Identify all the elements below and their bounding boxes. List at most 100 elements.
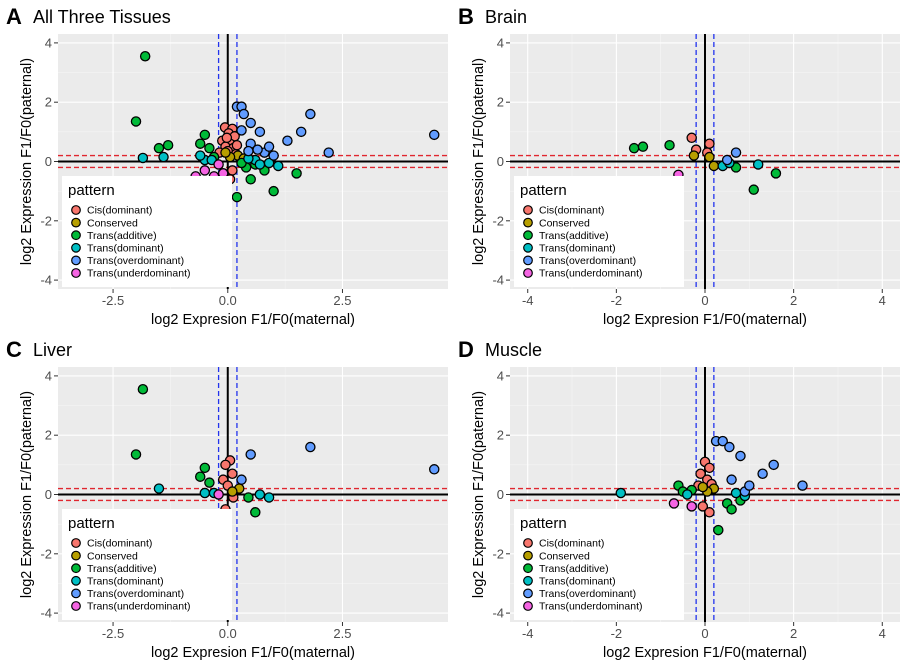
data-point xyxy=(158,151,169,163)
x-tick-label: 2 xyxy=(790,293,797,308)
data-point xyxy=(139,50,151,62)
data-point xyxy=(268,150,279,161)
data-point xyxy=(245,449,256,460)
data-point xyxy=(199,487,211,499)
y-tick-label: -4 xyxy=(492,273,504,288)
data-point xyxy=(704,462,715,474)
data-point xyxy=(704,507,715,518)
data-point xyxy=(797,480,808,491)
legend-entry: Cis(dominant) xyxy=(523,538,604,550)
data-point xyxy=(227,468,238,479)
y-tick-label: 0 xyxy=(45,487,52,502)
legend-swatch xyxy=(523,268,533,278)
panel-letter: A xyxy=(6,4,22,29)
legend-label: Trans(overdominant) xyxy=(539,588,636,600)
data-point xyxy=(323,147,334,158)
data-point xyxy=(724,441,735,453)
data-point xyxy=(305,441,316,453)
legend-background xyxy=(514,176,684,287)
legend-entry: Trans(dominant) xyxy=(71,576,164,588)
legend-entry: Conserved xyxy=(71,217,138,229)
data-point xyxy=(213,159,224,170)
y-tick-label: 4 xyxy=(497,368,504,383)
data-point xyxy=(250,507,261,518)
x-axis-title: log2 Expresion F1/F0(maternal) xyxy=(603,645,807,661)
data-point xyxy=(735,450,746,462)
x-tick-label: -2 xyxy=(611,293,623,308)
data-point xyxy=(730,147,742,158)
y-tick-label: -2 xyxy=(492,546,504,561)
data-point xyxy=(282,135,293,146)
data-point xyxy=(213,489,224,500)
data-points xyxy=(130,383,440,518)
x-tick-label: 0.0 xyxy=(219,293,237,308)
x-tick-label: 4 xyxy=(879,293,886,308)
data-point xyxy=(199,462,211,474)
legend-entry: Trans(additive) xyxy=(523,563,609,575)
legend-label: Trans(underdominant) xyxy=(539,601,643,613)
legend: pattern Cis(dominant)ConservedTrans(addit… xyxy=(62,509,232,620)
legend-label: Cis(dominant) xyxy=(539,205,604,217)
data-point xyxy=(615,487,627,499)
y-tick-label: 0 xyxy=(497,487,504,502)
panel-b: -4 -2 0 2 4 -4 -2 0 2 4 log2 Expresion F1/F0(mater… xyxy=(458,4,900,328)
data-point xyxy=(704,151,715,163)
legend-label: Trans(dominant) xyxy=(539,576,616,588)
data-point xyxy=(245,174,256,185)
legend-swatch xyxy=(523,255,533,266)
legend-label: Trans(overdominant) xyxy=(87,255,184,267)
legend-label: Cis(dominant) xyxy=(87,538,152,550)
legend-entry: Trans(overdominant) xyxy=(71,255,184,267)
data-point xyxy=(221,132,233,144)
x-tick-label: 4 xyxy=(879,626,886,641)
data-point xyxy=(695,468,706,479)
panel-letter: D xyxy=(458,337,474,362)
y-axis-title: log2 Expression F1/F0(paternal) xyxy=(19,58,35,265)
legend-entry: Trans(overdominant) xyxy=(523,588,636,600)
data-point xyxy=(130,116,142,127)
data-point xyxy=(153,142,165,154)
legend-swatch xyxy=(71,205,81,215)
legend-entry: Trans(additive) xyxy=(71,563,157,575)
data-point xyxy=(254,159,266,170)
data-point xyxy=(199,129,211,141)
y-tick-label: 2 xyxy=(45,95,52,110)
legend-entry: Cis(dominant) xyxy=(71,205,152,217)
data-point xyxy=(428,464,440,475)
data-point xyxy=(757,468,768,479)
data-point xyxy=(231,191,243,203)
legend-entry: Trans(overdominant) xyxy=(523,255,636,267)
y-axis-title: log2 Expression F1/F0(paternal) xyxy=(471,391,487,598)
data-point xyxy=(263,141,275,152)
y-tick-label: 2 xyxy=(497,95,504,110)
legend-entry: Trans(underdominant) xyxy=(71,601,191,613)
legend: pattern Cis(dominant)ConservedTrans(addit… xyxy=(514,176,684,287)
legend-entry: Trans(underdominant) xyxy=(523,268,643,280)
data-point xyxy=(194,138,206,149)
legend-title: pattern xyxy=(520,182,567,199)
legend-background xyxy=(62,176,232,287)
data-point xyxy=(305,108,316,120)
data-point xyxy=(268,185,279,197)
x-tick-label: 2 xyxy=(790,626,797,641)
data-point xyxy=(263,492,275,503)
y-axis-title: log2 Expression F1/F0(paternal) xyxy=(471,58,487,265)
y-tick-label: 4 xyxy=(497,35,504,50)
panel-d: -4 -2 0 2 4 -4 -2 0 2 4 log2 Expresion F1/F0(mater… xyxy=(458,337,900,661)
legend-label: Trans(underdominant) xyxy=(87,268,191,280)
data-point xyxy=(748,184,760,195)
legend-label: Trans(additive) xyxy=(87,230,157,242)
data-point xyxy=(272,160,284,172)
data-point xyxy=(752,159,764,170)
data-point xyxy=(730,487,742,499)
legend-label: Trans(dominant) xyxy=(87,243,164,255)
x-tick-label: 2.5 xyxy=(333,626,351,641)
data-point xyxy=(688,150,700,161)
legend-swatch xyxy=(71,217,81,228)
legend-swatch xyxy=(523,230,533,241)
legend-title: pattern xyxy=(520,515,567,532)
data-point xyxy=(254,489,266,500)
legend-background xyxy=(62,509,232,620)
x-tick-label: 0 xyxy=(701,293,708,308)
legend-swatch xyxy=(71,255,81,266)
